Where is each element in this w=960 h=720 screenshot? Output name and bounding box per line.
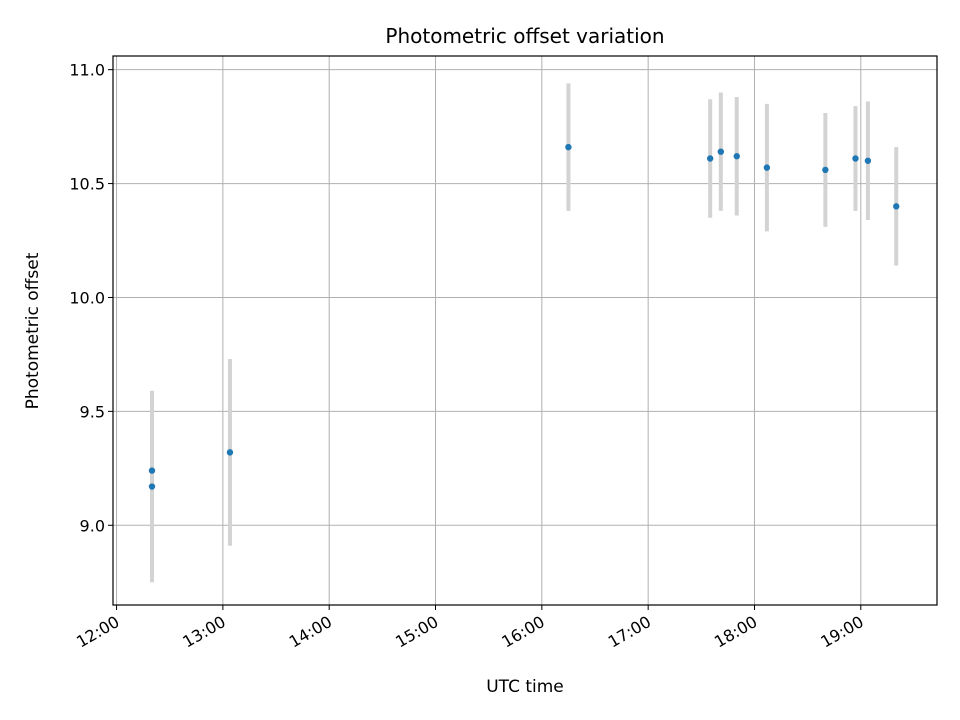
data-point bbox=[148, 467, 156, 474]
y-axis-label: Photometric offset bbox=[23, 252, 43, 409]
x-tick-label: 18:00 bbox=[711, 612, 760, 652]
x-tick-label: 15:00 bbox=[392, 612, 441, 652]
data-point bbox=[717, 148, 725, 155]
data-point bbox=[864, 157, 872, 164]
x-tick-label: 12:00 bbox=[73, 612, 122, 652]
y-tick-label: 9.0 bbox=[80, 516, 105, 535]
x-tick-label: 14:00 bbox=[286, 612, 335, 652]
x-tick-label: 19:00 bbox=[817, 612, 866, 652]
x-axis-ticks: 12:00 13:00 14:00 15:00 16:00 17:00 18:00 19:00 bbox=[73, 605, 867, 652]
data-point bbox=[565, 143, 572, 151]
x-tick-label: 16:00 bbox=[498, 612, 547, 652]
y-tick-label: 9.5 bbox=[80, 402, 105, 421]
grid-lines bbox=[113, 56, 937, 605]
data-point bbox=[852, 155, 859, 162]
error-bars bbox=[149, 83, 899, 583]
x-axis-label: UTC time bbox=[486, 677, 564, 697]
data-point bbox=[226, 449, 234, 456]
data-point bbox=[822, 166, 829, 174]
data-point bbox=[763, 164, 771, 171]
y-tick-label: 10.5 bbox=[69, 175, 105, 194]
y-tick-label: 11.0 bbox=[69, 61, 105, 80]
data-point bbox=[706, 155, 714, 162]
x-tick-label: 17:00 bbox=[605, 612, 654, 652]
data-point bbox=[148, 483, 156, 490]
y-tick-label: 10.0 bbox=[69, 288, 105, 307]
plot-frame bbox=[112, 55, 938, 606]
data-point bbox=[893, 203, 900, 210]
y-axis-ticks: 9.0 9.5 10.0 10.5 11.0 bbox=[69, 61, 113, 535]
x-tick-label: 13:00 bbox=[179, 612, 228, 652]
chart-title: Photometric offset variation bbox=[385, 24, 664, 48]
data-points bbox=[148, 143, 900, 490]
data-point bbox=[733, 153, 740, 160]
